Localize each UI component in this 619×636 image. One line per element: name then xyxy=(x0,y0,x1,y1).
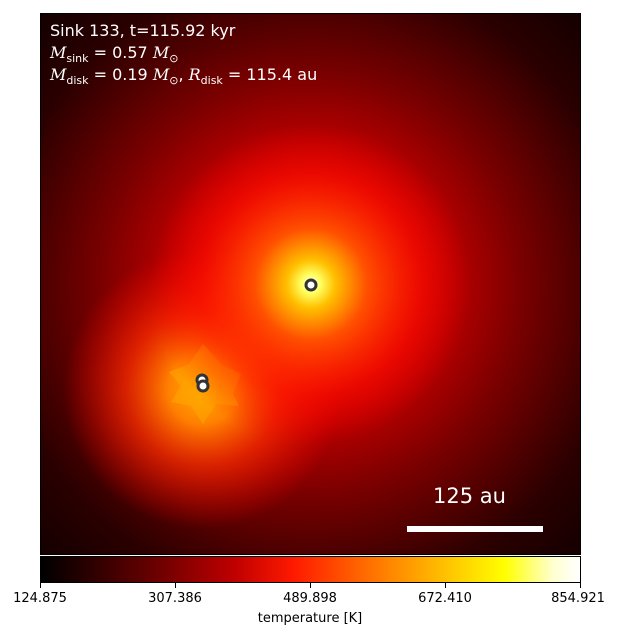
colorbar-label: temperature [K] xyxy=(257,611,363,626)
colorbar-tick-label: 307.386 xyxy=(148,591,202,606)
sink-mass-line: Msink = 0.57 M⊙ xyxy=(50,43,179,66)
scale-bar xyxy=(407,526,543,532)
colorbar-tick xyxy=(445,583,446,588)
colorbar-tick xyxy=(310,583,311,588)
temperature-map: Sink 133, t=115.92 kyr Msink = 0.57 M⊙ M… xyxy=(40,13,581,555)
sink-title: Sink 133, t=115.92 kyr xyxy=(50,21,236,40)
colorbar-tick-label: 854.921 xyxy=(551,591,605,606)
sink-particle-marker xyxy=(304,278,318,292)
colorbar-tick-label: 124.875 xyxy=(13,591,67,606)
scale-bar-label: 125 au xyxy=(433,484,506,508)
disk-properties-line: Mdisk = 0.19 M⊙, Rdisk = 115.4 au xyxy=(50,65,318,88)
colorbar-tick-label: 489.898 xyxy=(283,591,337,606)
sink-particle-marker xyxy=(196,379,210,393)
colorbar-tick-label: 672.410 xyxy=(418,591,472,606)
colorbar xyxy=(40,556,581,583)
colorbar-tick xyxy=(40,583,41,588)
temperature-field xyxy=(41,14,580,554)
colorbar-tick xyxy=(175,583,176,588)
colorbar-tick xyxy=(580,583,581,588)
